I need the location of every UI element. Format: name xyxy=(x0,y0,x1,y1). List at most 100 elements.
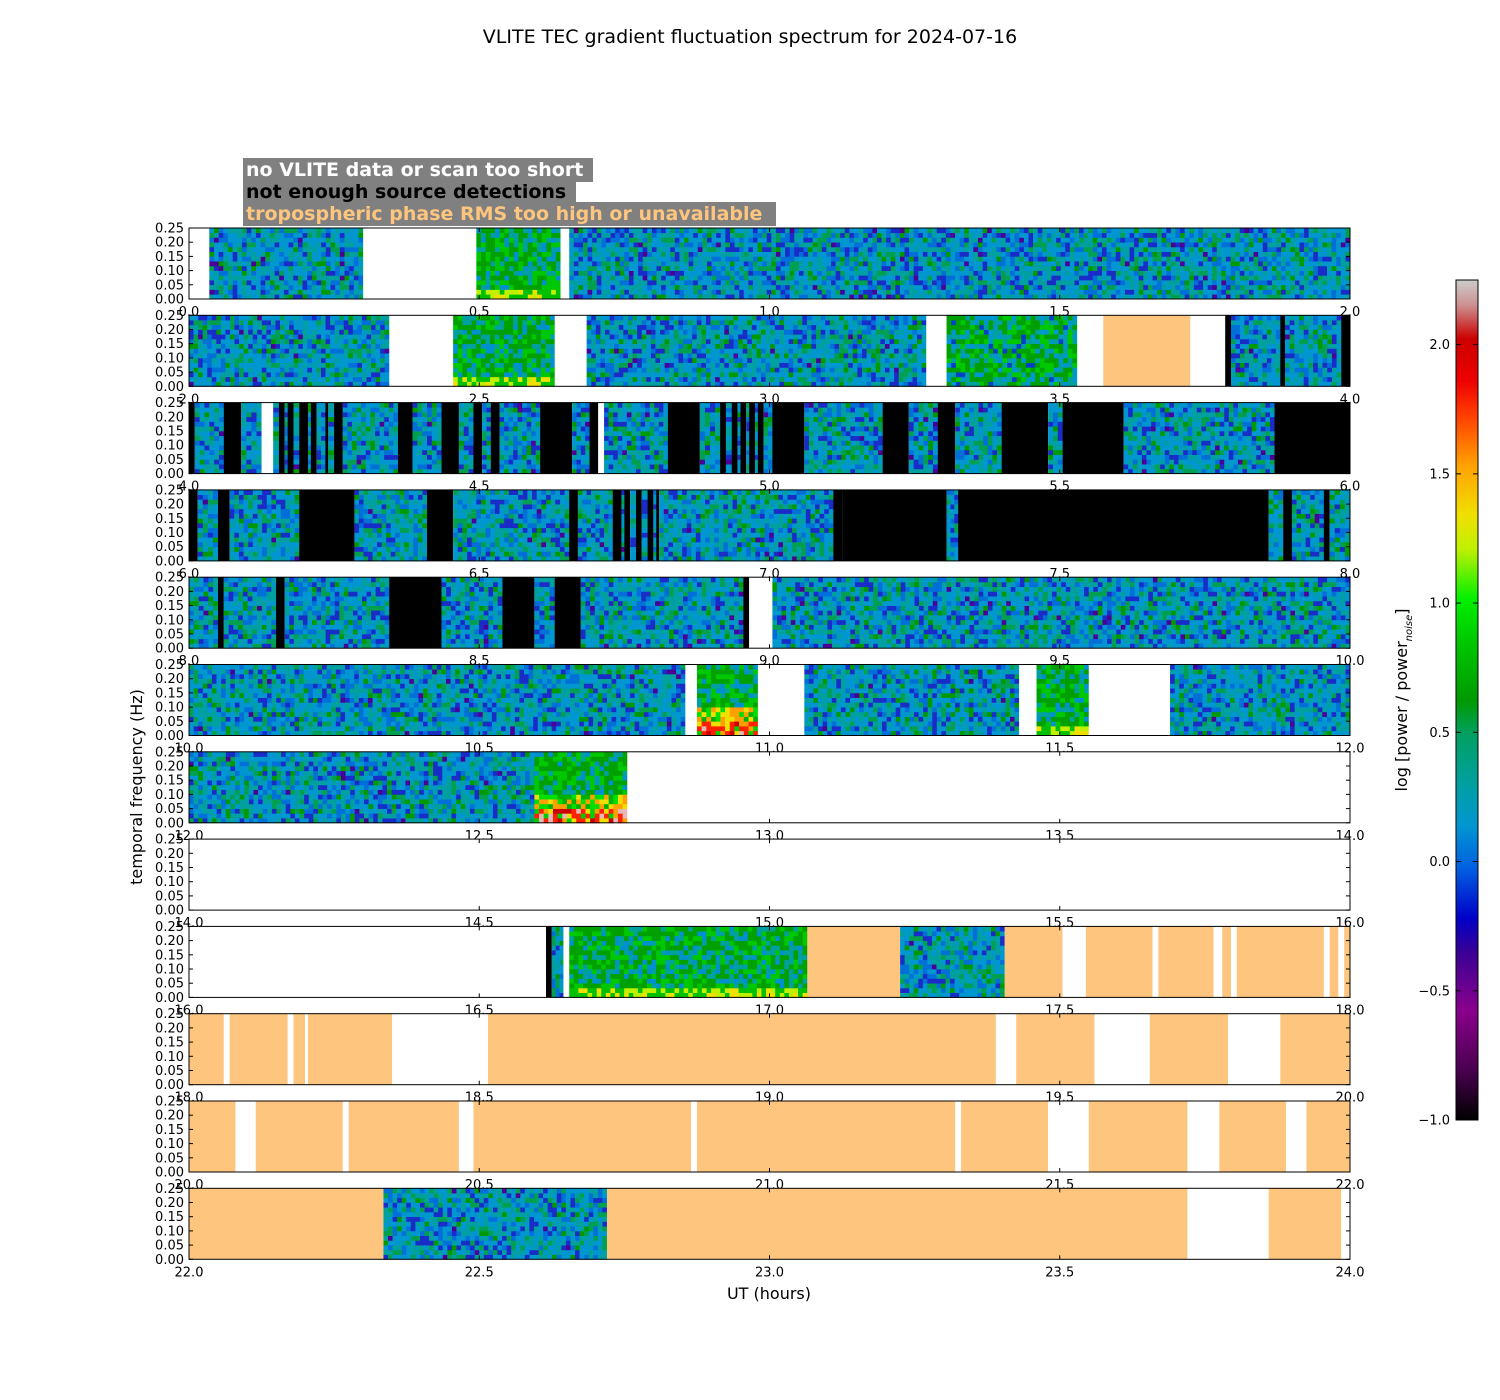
spectrum-cell xyxy=(730,233,735,238)
spectrum-cell xyxy=(611,233,616,238)
spectrum-cell xyxy=(574,256,579,261)
spectrum-cell xyxy=(863,285,868,290)
spectrum-cell xyxy=(293,280,298,285)
spectrum-cell xyxy=(331,290,336,295)
spectrum-cell xyxy=(233,271,238,276)
spectrum-cell xyxy=(698,256,703,261)
spectrum-cell xyxy=(758,285,763,290)
spectrum-cell xyxy=(340,233,345,238)
spectrum-cell xyxy=(303,256,308,261)
spectrum-cell xyxy=(872,237,877,242)
spectrum-cell xyxy=(303,266,308,271)
spectrum-cell xyxy=(312,247,317,252)
spectrum-cell xyxy=(556,237,561,242)
spectrum-cell xyxy=(758,228,763,233)
spectrum-cell xyxy=(684,228,689,233)
spectrum-cell xyxy=(684,285,689,290)
spectrum-cell xyxy=(836,285,841,290)
spectrum-cell xyxy=(251,247,256,252)
spectrum-cell xyxy=(261,237,266,242)
spectrum-cell xyxy=(859,261,864,266)
spectrum-cell xyxy=(725,242,730,247)
spectrum-cell xyxy=(504,228,509,233)
spectrum-cell xyxy=(693,280,698,285)
spectrum-cell xyxy=(666,290,671,295)
spectrum-cell xyxy=(689,271,694,276)
spectrum-cell xyxy=(826,233,831,238)
spectrum-cell xyxy=(813,266,818,271)
spectrum-cell xyxy=(611,275,616,280)
spectrum-cell xyxy=(840,237,845,242)
spectrum-cell xyxy=(702,247,707,252)
spectrum-cell xyxy=(693,271,698,276)
spectrum-cell xyxy=(340,290,345,295)
spectrum-cell xyxy=(209,242,214,247)
spectrum-cell xyxy=(661,261,666,266)
spectrum-cell xyxy=(556,280,561,285)
spectrum-cell xyxy=(331,266,336,271)
spectrum-cell xyxy=(261,266,266,271)
legend-label-no-data: no VLITE data or scan too short xyxy=(246,159,583,181)
spectrum-cell xyxy=(767,271,772,276)
spectrum-cell xyxy=(284,237,289,242)
spectrum-cell xyxy=(895,285,900,290)
spectrum-cell xyxy=(739,237,744,242)
spectrum-cell xyxy=(813,228,818,233)
spectrum-cell xyxy=(214,233,219,238)
spectrum-cell xyxy=(634,280,639,285)
spectrum-cell xyxy=(349,275,354,280)
spectrum-cell xyxy=(702,290,707,295)
spectrum-cell xyxy=(509,285,514,290)
spectrum-cell xyxy=(551,247,556,252)
spectrum-cell xyxy=(275,271,280,276)
spectrum-cell xyxy=(895,242,900,247)
spectrum-cell xyxy=(776,247,781,252)
spectrum-cell xyxy=(523,275,528,280)
spectrum-cell xyxy=(500,285,505,290)
spectrum-cell xyxy=(284,290,289,295)
spectrum-cell xyxy=(785,275,790,280)
spectrum-cell xyxy=(882,280,887,285)
spectrum-cell xyxy=(721,256,726,261)
spectrum-cell xyxy=(785,242,790,247)
spectrum-cell xyxy=(895,271,900,276)
spectrum-cell xyxy=(500,228,505,233)
spectrum-cell xyxy=(514,233,519,238)
spectrum-cell xyxy=(776,256,781,261)
spectrum-cell xyxy=(354,233,359,238)
spectrum-cell xyxy=(289,280,294,285)
spectrum-cell xyxy=(813,256,818,261)
spectrum-cell xyxy=(551,233,556,238)
spectrum-cell xyxy=(716,237,721,242)
spectrum-cell xyxy=(481,247,486,252)
spectrum-cell xyxy=(551,290,556,295)
spectrum-cell xyxy=(840,280,845,285)
spectrum-cell xyxy=(275,275,280,280)
spectrum-cell xyxy=(354,261,359,266)
spectrum-cell xyxy=(886,261,891,266)
spectrum-cell xyxy=(265,285,270,290)
spectrum-cell xyxy=(693,256,698,261)
spectrum-cell xyxy=(247,252,252,257)
spectrum-cell xyxy=(532,280,537,285)
spectrum-cell xyxy=(251,252,256,257)
spectrum-cell xyxy=(877,228,882,233)
spectrum-cell xyxy=(321,247,326,252)
spectrum-cell xyxy=(490,237,495,242)
spectrum-cell xyxy=(702,242,707,247)
spectrum-cell xyxy=(335,252,340,257)
spectrum-cell xyxy=(317,247,322,252)
spectrum-cell xyxy=(528,247,533,252)
spectrum-cell xyxy=(578,275,583,280)
spectrum-cell xyxy=(656,290,661,295)
spectrum-cell xyxy=(275,285,280,290)
spectrum-cell xyxy=(831,275,836,280)
spectrum-cell xyxy=(826,247,831,252)
spectrum-cell xyxy=(537,242,542,247)
spectrum-cell xyxy=(261,275,266,280)
spectrum-cell xyxy=(223,242,228,247)
spectrum-cell xyxy=(345,271,350,276)
spectrum-cell xyxy=(863,271,868,276)
spectrum-cell xyxy=(702,285,707,290)
spectrum-cell xyxy=(237,290,242,295)
